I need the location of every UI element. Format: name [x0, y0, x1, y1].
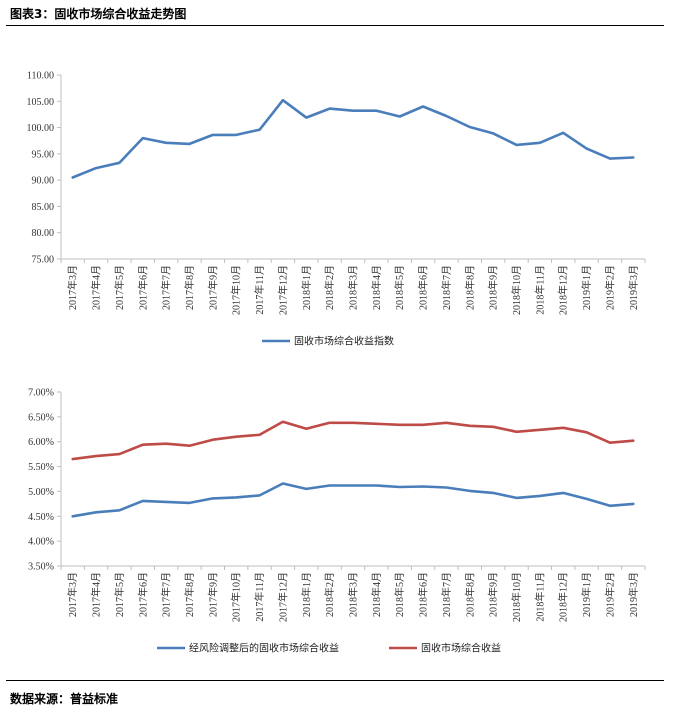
y-tick-label: 85.00	[32, 202, 55, 213]
x-tick-label: 2018年8月	[463, 572, 476, 617]
y-tick-label: 6.00%	[28, 437, 54, 448]
x-tick-label: 2018年10月	[510, 265, 523, 315]
x-tick-label: 2019年3月	[627, 265, 640, 310]
x-tick-label: 2018年5月	[393, 265, 406, 310]
y-tick-label: 95.00	[32, 149, 55, 160]
x-tick-label: 2017年9月	[206, 265, 219, 310]
y-tick-label: 4.00%	[28, 537, 54, 548]
series-line-2	[71, 420, 635, 461]
y-tick-label: 5.00%	[28, 487, 54, 498]
x-tick-label: 2017年4月	[90, 572, 103, 617]
x-tick-label: 2019年1月	[580, 265, 593, 310]
x-tick-label: 2017年3月	[66, 265, 79, 310]
y-tick-label: 75.00	[32, 255, 55, 266]
x-tick-label: 2018年1月	[300, 265, 313, 310]
legend-label: 固收市场综合收益	[421, 642, 501, 655]
yield-line-chart: 3.50% 4.00% 4.50% 5.00% 5.50% 6.00% 6.50% 7.00%…	[28, 388, 646, 655]
series-line-1	[71, 98, 635, 179]
x-tick-label: 2017年6月	[136, 265, 149, 310]
x-tick-label: 2018年2月	[323, 265, 336, 310]
x-tick-label: 2019年1月	[580, 572, 593, 617]
index-line-chart: 75.00 80.00 85.00 90.00 95.00 100.00 105.00 110…	[27, 71, 646, 348]
x-tick-label: 2018年11月	[533, 572, 546, 622]
x-tick-label: 2018年2月	[323, 572, 336, 617]
y-tick-label: 100.00	[27, 123, 55, 134]
x-tick-label: 2018年3月	[347, 572, 360, 617]
y-tick-label: 6.50%	[28, 412, 54, 423]
x-tick-label: 2018年1月	[300, 572, 313, 617]
x-tick-label: 2018年10月	[510, 572, 523, 622]
x-tick-label: 2017年10月	[230, 572, 243, 622]
x-tick-label: 2018年12月	[557, 265, 570, 315]
x-tick-label: 2018年4月	[370, 265, 383, 310]
x-tick-label: 2018年6月	[417, 572, 430, 617]
figure-title: 图表3：固收市场综合收益走势图	[10, 7, 187, 21]
x-tick-label: 2017年5月	[113, 572, 126, 617]
y-tick-label: 5.50%	[28, 462, 54, 473]
x-tick-label: 2018年5月	[393, 572, 406, 617]
x-tick-label: 2019年2月	[603, 265, 616, 310]
top-rule	[6, 25, 664, 26]
x-tick-label: 2017年11月	[253, 265, 266, 315]
x-tick-label: 2019年3月	[627, 572, 640, 617]
y-tick-label: 80.00	[32, 228, 55, 239]
y-tick-label: 105.00	[27, 97, 55, 108]
x-tick-label: 2017年10月	[230, 265, 243, 315]
bottom-rule	[6, 680, 664, 681]
data-source: 数据来源：普益标准	[10, 692, 119, 706]
x-tick-label: 2018年3月	[347, 265, 360, 310]
y-tick-label: 90.00	[32, 176, 55, 187]
x-tick-label: 2017年7月	[160, 572, 173, 617]
x-tick-label: 2017年7月	[160, 265, 173, 310]
x-tick-label: 2018年7月	[440, 265, 453, 310]
x-tick-label: 2018年7月	[440, 572, 453, 617]
x-tick-label: 2017年3月	[66, 572, 79, 617]
series-line-1	[71, 482, 635, 518]
y-tick-label: 3.50%	[28, 562, 54, 573]
y-tick-label: 4.50%	[28, 512, 54, 523]
x-tick-label: 2017年6月	[136, 572, 149, 617]
x-tick-label: 2017年12月	[276, 572, 289, 622]
x-tick-label: 2019年2月	[603, 572, 616, 617]
x-tick-label: 2018年4月	[370, 572, 383, 617]
x-tick-label: 2018年9月	[487, 265, 500, 310]
x-tick-label: 2017年12月	[276, 265, 289, 315]
x-tick-label: 2017年8月	[183, 265, 196, 310]
legend-label: 固收市场综合收益指数	[294, 335, 394, 348]
x-tick-label: 2017年5月	[113, 265, 126, 310]
x-tick-label: 2017年4月	[90, 265, 103, 310]
x-tick-label: 2018年9月	[487, 572, 500, 617]
x-tick-label: 2018年11月	[533, 265, 546, 315]
x-tick-label: 2017年11月	[253, 572, 266, 622]
x-tick-label: 2017年8月	[183, 572, 196, 617]
x-tick-label: 2018年8月	[463, 265, 476, 310]
y-tick-label: 110.00	[27, 71, 54, 82]
x-tick-label: 2018年6月	[417, 265, 430, 310]
y-tick-label: 7.00%	[28, 388, 54, 399]
legend-label: 经风险调整后的固收市场综合收益	[189, 642, 339, 655]
x-tick-label: 2018年12月	[557, 572, 570, 622]
x-tick-label: 2017年9月	[206, 572, 219, 617]
